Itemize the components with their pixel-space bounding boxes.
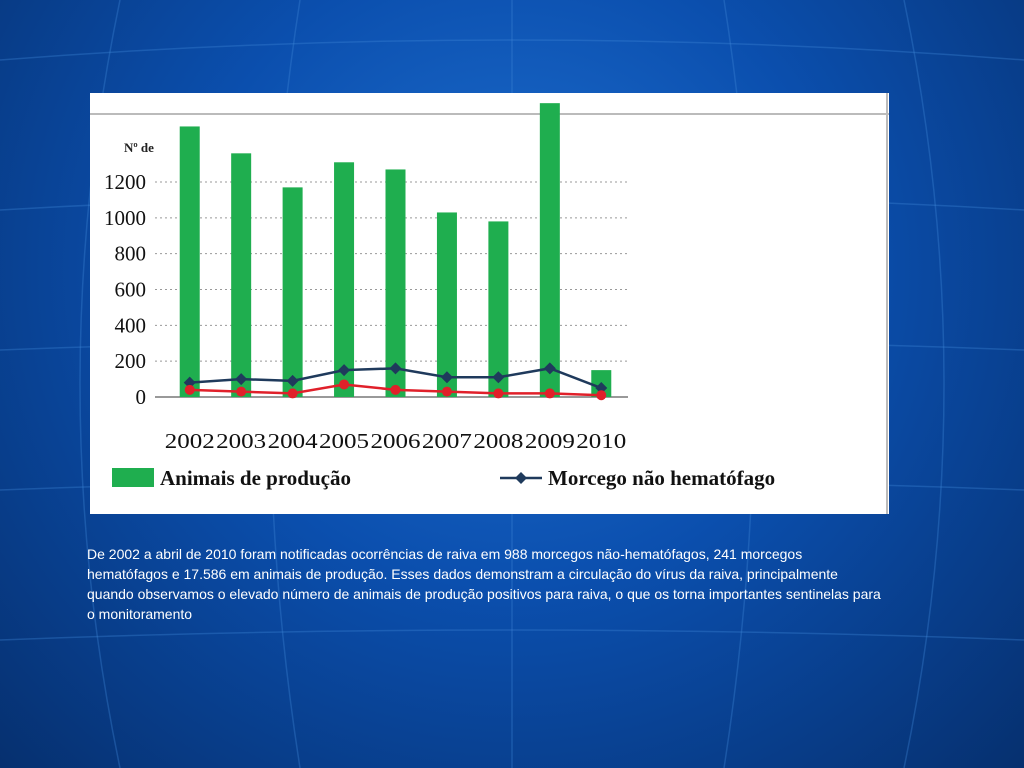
y-axis-label: Nº de bbox=[124, 140, 154, 155]
y-tick-label: 600 bbox=[115, 277, 147, 301]
marker bbox=[543, 362, 556, 375]
x-tick-label: 2009 bbox=[525, 429, 575, 453]
bar bbox=[436, 212, 457, 397]
x-tick-label: 2002 bbox=[165, 429, 215, 453]
x-tick-label: 2006 bbox=[371, 429, 421, 453]
marker bbox=[492, 371, 505, 384]
x-tick-label: 2008 bbox=[473, 429, 523, 453]
y-tick-label: 1200 bbox=[104, 170, 146, 194]
marker bbox=[286, 374, 299, 387]
marker bbox=[236, 386, 247, 397]
bar bbox=[539, 103, 560, 398]
legend-label: Morcego não hematófago bbox=[548, 466, 775, 490]
marker bbox=[287, 388, 298, 399]
x-tick-label: 2003 bbox=[216, 429, 266, 453]
x-tick-label: 2007 bbox=[422, 429, 472, 453]
bar bbox=[179, 126, 200, 397]
marker bbox=[184, 384, 195, 395]
bar bbox=[385, 169, 406, 397]
marker bbox=[389, 362, 402, 375]
y-tick-label: 0 bbox=[136, 385, 147, 409]
y-tick-label: 800 bbox=[115, 242, 147, 266]
marker bbox=[595, 382, 608, 395]
bar bbox=[488, 221, 509, 397]
marker bbox=[441, 386, 452, 397]
x-tick-label: 2010 bbox=[576, 429, 626, 453]
marker bbox=[544, 388, 555, 399]
bar bbox=[334, 162, 355, 397]
legend-swatch bbox=[112, 468, 154, 487]
legend-label: Animais de produção bbox=[160, 466, 351, 490]
bar bbox=[231, 153, 252, 397]
marker bbox=[440, 371, 453, 384]
marker bbox=[183, 376, 196, 389]
marker bbox=[235, 373, 248, 386]
marker bbox=[493, 388, 504, 399]
y-tick-label: 400 bbox=[115, 313, 147, 337]
x-tick-label: 2005 bbox=[319, 429, 369, 453]
y-tick-label: 200 bbox=[115, 349, 147, 373]
bar bbox=[282, 187, 303, 397]
y-tick-label: 1000 bbox=[104, 206, 146, 230]
marker bbox=[339, 379, 350, 390]
x-tick-label: 2004 bbox=[268, 429, 319, 453]
legend-swatch bbox=[515, 472, 527, 484]
marker bbox=[596, 390, 607, 401]
marker bbox=[390, 384, 401, 395]
marker bbox=[338, 364, 351, 377]
caption: De 2002 a abril de 2010 foram notificada… bbox=[87, 546, 881, 622]
